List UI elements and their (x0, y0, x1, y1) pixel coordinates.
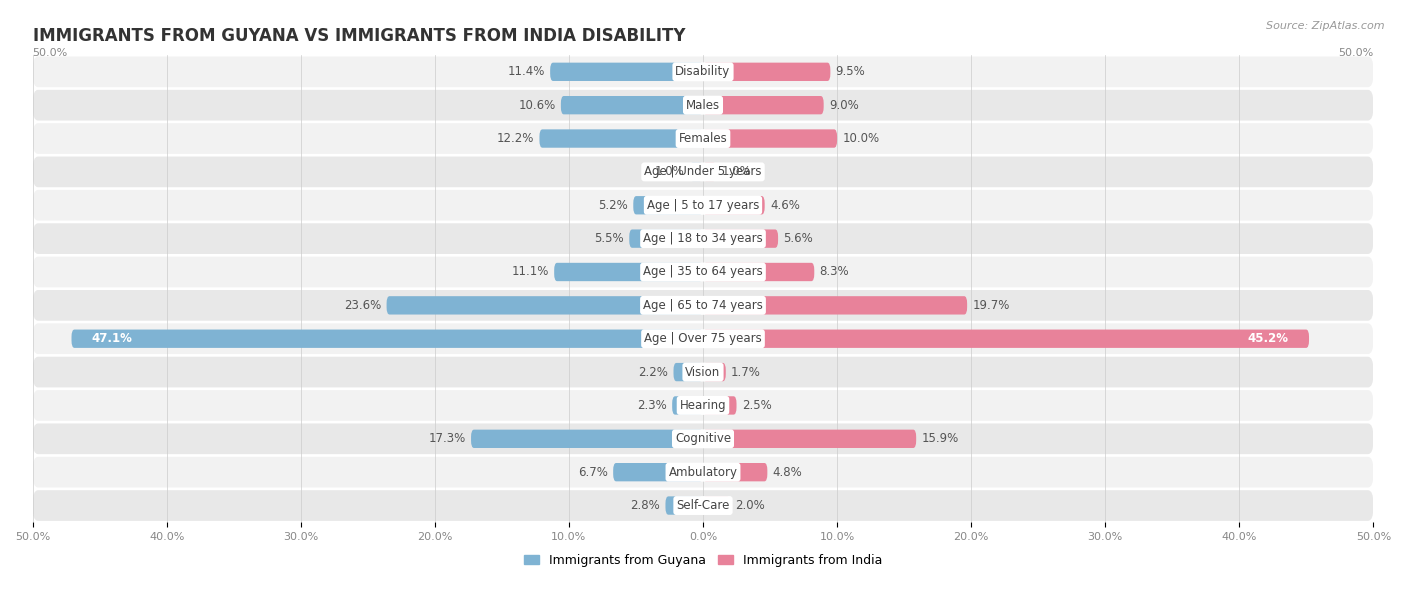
FancyBboxPatch shape (32, 290, 1374, 321)
Text: 5.5%: 5.5% (595, 232, 624, 245)
Text: Vision: Vision (685, 365, 721, 379)
FancyBboxPatch shape (630, 230, 703, 248)
FancyBboxPatch shape (32, 424, 1374, 454)
Text: Age | 65 to 74 years: Age | 65 to 74 years (643, 299, 763, 312)
FancyBboxPatch shape (32, 223, 1374, 254)
FancyBboxPatch shape (703, 296, 967, 315)
Text: 10.0%: 10.0% (842, 132, 880, 145)
FancyBboxPatch shape (561, 96, 703, 114)
FancyBboxPatch shape (689, 163, 703, 181)
FancyBboxPatch shape (32, 490, 1374, 521)
FancyBboxPatch shape (32, 323, 1374, 354)
Text: 47.1%: 47.1% (91, 332, 132, 345)
Text: Age | 35 to 64 years: Age | 35 to 64 years (643, 266, 763, 278)
FancyBboxPatch shape (32, 123, 1374, 154)
Text: 17.3%: 17.3% (429, 432, 465, 446)
FancyBboxPatch shape (703, 163, 717, 181)
FancyBboxPatch shape (703, 96, 824, 114)
FancyBboxPatch shape (703, 397, 737, 414)
FancyBboxPatch shape (32, 157, 1374, 187)
Text: 23.6%: 23.6% (344, 299, 381, 312)
FancyBboxPatch shape (703, 463, 768, 482)
FancyBboxPatch shape (672, 397, 703, 414)
Text: Hearing: Hearing (679, 399, 727, 412)
Text: 4.8%: 4.8% (773, 466, 803, 479)
FancyBboxPatch shape (32, 190, 1374, 220)
Text: Cognitive: Cognitive (675, 432, 731, 446)
FancyBboxPatch shape (554, 263, 703, 281)
FancyBboxPatch shape (673, 363, 703, 381)
FancyBboxPatch shape (703, 496, 730, 515)
Text: 2.0%: 2.0% (735, 499, 765, 512)
FancyBboxPatch shape (703, 196, 765, 214)
Text: 12.2%: 12.2% (496, 132, 534, 145)
Text: 5.6%: 5.6% (783, 232, 813, 245)
Legend: Immigrants from Guyana, Immigrants from India: Immigrants from Guyana, Immigrants from … (519, 549, 887, 572)
Text: 1.0%: 1.0% (721, 165, 752, 179)
Text: IMMIGRANTS FROM GUYANA VS IMMIGRANTS FROM INDIA DISABILITY: IMMIGRANTS FROM GUYANA VS IMMIGRANTS FRO… (32, 28, 685, 45)
Text: 50.0%: 50.0% (1339, 48, 1374, 59)
FancyBboxPatch shape (32, 390, 1374, 421)
Text: 2.8%: 2.8% (630, 499, 659, 512)
Text: 5.2%: 5.2% (598, 199, 628, 212)
Text: 45.2%: 45.2% (1249, 332, 1289, 345)
FancyBboxPatch shape (550, 62, 703, 81)
Text: 9.5%: 9.5% (835, 65, 866, 78)
FancyBboxPatch shape (613, 463, 703, 482)
FancyBboxPatch shape (32, 256, 1374, 288)
Text: 2.5%: 2.5% (742, 399, 772, 412)
Text: Age | 5 to 17 years: Age | 5 to 17 years (647, 199, 759, 212)
FancyBboxPatch shape (32, 357, 1374, 387)
Text: Age | Under 5 years: Age | Under 5 years (644, 165, 762, 179)
FancyBboxPatch shape (633, 196, 703, 214)
Text: 2.3%: 2.3% (637, 399, 666, 412)
Text: 50.0%: 50.0% (32, 48, 67, 59)
Text: 19.7%: 19.7% (973, 299, 1010, 312)
FancyBboxPatch shape (703, 129, 837, 147)
Text: 10.6%: 10.6% (519, 99, 555, 111)
FancyBboxPatch shape (703, 230, 778, 248)
FancyBboxPatch shape (703, 430, 917, 448)
Text: 2.2%: 2.2% (638, 365, 668, 379)
FancyBboxPatch shape (32, 90, 1374, 121)
FancyBboxPatch shape (471, 430, 703, 448)
Text: Age | 18 to 34 years: Age | 18 to 34 years (643, 232, 763, 245)
Text: Males: Males (686, 99, 720, 111)
FancyBboxPatch shape (387, 296, 703, 315)
FancyBboxPatch shape (703, 62, 831, 81)
FancyBboxPatch shape (540, 129, 703, 147)
FancyBboxPatch shape (32, 56, 1374, 87)
Text: 1.0%: 1.0% (654, 165, 685, 179)
Text: Ambulatory: Ambulatory (668, 466, 738, 479)
Text: Disability: Disability (675, 65, 731, 78)
FancyBboxPatch shape (703, 263, 814, 281)
FancyBboxPatch shape (703, 363, 725, 381)
FancyBboxPatch shape (72, 329, 703, 348)
Text: Source: ZipAtlas.com: Source: ZipAtlas.com (1267, 21, 1385, 31)
Text: Females: Females (679, 132, 727, 145)
Text: 11.1%: 11.1% (512, 266, 548, 278)
Text: 8.3%: 8.3% (820, 266, 849, 278)
Text: 11.4%: 11.4% (508, 65, 544, 78)
Text: 1.7%: 1.7% (731, 365, 761, 379)
Text: Self-Care: Self-Care (676, 499, 730, 512)
FancyBboxPatch shape (665, 496, 703, 515)
Text: Age | Over 75 years: Age | Over 75 years (644, 332, 762, 345)
Text: 4.6%: 4.6% (770, 199, 800, 212)
Text: 15.9%: 15.9% (921, 432, 959, 446)
Text: 6.7%: 6.7% (578, 466, 607, 479)
FancyBboxPatch shape (32, 457, 1374, 488)
FancyBboxPatch shape (703, 329, 1309, 348)
Text: 9.0%: 9.0% (830, 99, 859, 111)
